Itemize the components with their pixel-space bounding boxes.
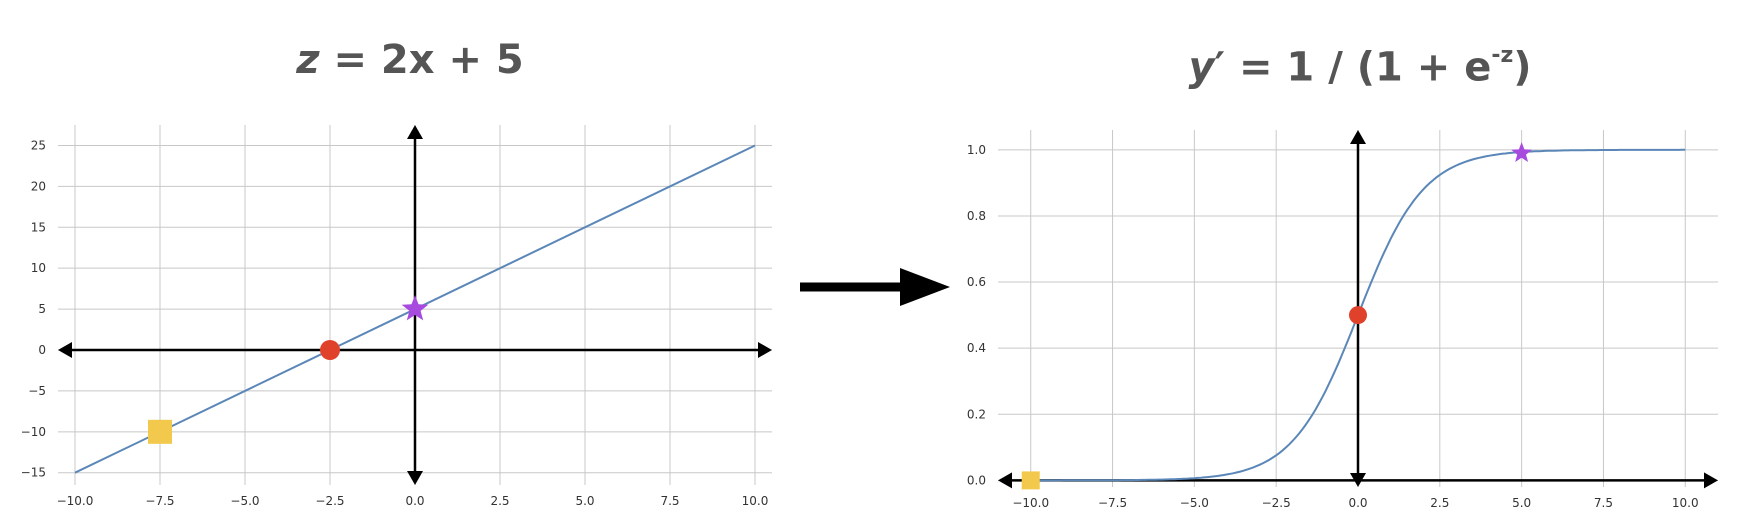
square-marker [1021, 471, 1040, 490]
y-tick-label: 0.8 [967, 209, 986, 223]
circle-marker [320, 340, 340, 360]
right-title-expression: = 1 / (1 + e [1225, 44, 1492, 91]
y-tick-label: 10 [31, 261, 46, 275]
x-tick-label: −5.0 [230, 494, 259, 508]
square-marker [148, 419, 172, 444]
x-axis-left-arrow-icon [998, 472, 1012, 489]
y-tick-label: −5 [28, 384, 46, 398]
transform-arrow-icon [800, 268, 950, 306]
left-title-variable: z [296, 37, 320, 83]
y-axis-down-arrow-icon [1350, 473, 1366, 487]
y-tick-label: 0 [38, 343, 46, 357]
y-tick-label: 0.0 [967, 473, 986, 487]
right-title-close-paren: ) [1513, 44, 1532, 91]
left-title-expression: = 2x + 5 [319, 37, 524, 83]
x-tick-label: 7.5 [660, 494, 679, 508]
right-title-exponent: -z [1491, 43, 1514, 68]
x-tick-label: 10.0 [742, 494, 769, 508]
y-tick-label: 5 [38, 302, 46, 316]
y-tick-label: 20 [31, 179, 46, 193]
x-axis-left-arrow-icon [58, 342, 72, 358]
x-axis-right-arrow-icon [758, 342, 772, 358]
x-tick-label: −7.5 [145, 494, 174, 508]
y-tick-label: 15 [31, 220, 46, 234]
x-tick-label: 5.0 [575, 494, 594, 508]
x-tick-label: −10.0 [1012, 496, 1049, 510]
y-tick-label: 25 [31, 138, 46, 152]
y-tick-label: −10 [21, 425, 46, 439]
linear-chart: −10.0 −7.5 −5.0 −2.5 0.0 2.5 5.0 7.5 10.0 −15 −10 −… [21, 125, 772, 508]
x-tick-label: −7.5 [1098, 496, 1127, 510]
star-marker [401, 295, 429, 321]
x-axis-right-arrow-icon [1704, 472, 1718, 489]
y-axis-down-arrow-icon [407, 471, 423, 485]
y-tick-label: 1.0 [967, 143, 986, 157]
y-tick-label: 0.4 [967, 341, 986, 355]
right-title-variable: y [1188, 44, 1215, 91]
y-tick-label: 0.2 [967, 407, 986, 421]
x-tick-label: 2.5 [1430, 496, 1449, 510]
sigmoid-chart: −10.0 −7.5 −5.0 −2.5 0.0 2.5 5.0 7.5 10.0 0.0 0.2 0… [967, 130, 1718, 510]
star-marker [1511, 142, 1533, 162]
x-tick-label: −2.5 [1262, 496, 1291, 510]
left-chart-title: z = 2x + 5 [150, 30, 670, 90]
circle-marker [1349, 306, 1367, 325]
x-tick-label: 2.5 [490, 494, 509, 508]
x-tick-label: −5.0 [1180, 496, 1209, 510]
x-tick-label: 5.0 [1512, 496, 1531, 510]
x-tick-label: 0.0 [1348, 496, 1367, 510]
right-chart-title: y′ = 1 / (1 + e-z) [1100, 30, 1620, 90]
x-tick-label: 0.0 [405, 494, 424, 508]
x-tick-label: −10.0 [57, 494, 94, 508]
y-axis-up-arrow-icon [407, 125, 423, 139]
x-tick-label: −2.5 [315, 494, 344, 508]
x-tick-label: 10.0 [1672, 496, 1699, 510]
y-axis-up-arrow-icon [1350, 130, 1366, 144]
right-title-prime: ′ [1214, 44, 1226, 91]
x-tick-label: 7.5 [1594, 496, 1613, 510]
y-tick-label: 0.6 [967, 275, 986, 289]
y-tick-label: −15 [21, 466, 46, 480]
